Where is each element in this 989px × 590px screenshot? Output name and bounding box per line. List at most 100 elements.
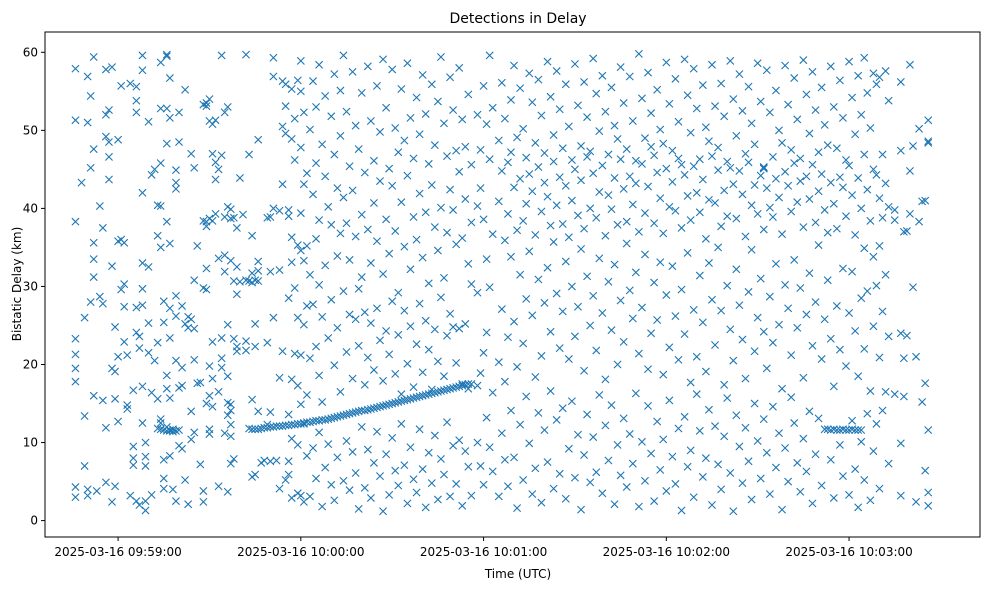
detection-marker [640, 209, 649, 218]
detection-marker [488, 103, 497, 112]
detection-marker [433, 357, 442, 366]
detection-marker [83, 485, 92, 494]
detection-marker [284, 457, 293, 466]
detection-marker [379, 401, 388, 410]
detection-marker [446, 73, 455, 82]
detection-marker [662, 58, 671, 67]
detection-marker [388, 433, 397, 442]
detection-marker [312, 234, 321, 243]
detection-marker [707, 501, 716, 509]
detection-marker [114, 352, 123, 361]
detection-marker [668, 452, 677, 461]
detection-marker [814, 187, 823, 196]
detection-marker [421, 208, 430, 217]
detection-marker [842, 212, 850, 221]
detection-marker [376, 127, 385, 136]
detection-marker [138, 66, 147, 75]
detection-marker [159, 484, 168, 493]
detection-marker [714, 460, 723, 469]
detection-marker [363, 405, 372, 414]
detection-marker [83, 491, 92, 500]
detection-marker [875, 194, 884, 203]
detection-marker [202, 99, 211, 108]
detection-marker [808, 67, 817, 76]
detection-marker [683, 462, 692, 471]
detection-marker [531, 464, 540, 473]
detection-marker [552, 201, 561, 210]
detection-marker [497, 166, 506, 175]
detection-marker [832, 301, 841, 310]
detection-marker [558, 144, 567, 153]
detection-marker [601, 421, 610, 430]
detection-marker [208, 402, 217, 411]
detection-marker [464, 384, 473, 393]
detection-marker [479, 480, 488, 489]
detection-marker [918, 397, 927, 406]
detection-marker [823, 425, 832, 434]
detection-marker [580, 224, 589, 233]
detection-marker [89, 238, 98, 247]
detection-marker [123, 405, 132, 413]
detection-marker [701, 454, 710, 463]
detection-marker [778, 230, 787, 239]
detection-marker [376, 402, 385, 411]
detection-marker [406, 113, 415, 122]
detection-marker [909, 283, 917, 292]
detection-marker [516, 270, 525, 279]
detection-marker [430, 141, 439, 150]
detection-marker [759, 415, 768, 424]
detection-marker [98, 223, 107, 232]
detection-marker [482, 120, 491, 129]
detection-marker [826, 334, 835, 343]
detection-marker [695, 155, 704, 164]
detection-marker [336, 229, 345, 238]
detection-marker [309, 444, 318, 453]
detection-marker [418, 368, 427, 377]
detection-marker [500, 114, 509, 123]
detection-marker [357, 88, 366, 97]
detection-marker [254, 276, 263, 285]
detection-marker [912, 352, 921, 361]
detection-marker [95, 202, 104, 211]
detection-marker [290, 114, 299, 123]
detection-marker [525, 69, 534, 78]
detection-marker [80, 412, 89, 421]
detection-marker [208, 374, 217, 383]
detection-marker [775, 126, 783, 135]
detection-marker [488, 467, 497, 476]
detection-marker [330, 361, 339, 370]
detection-marker [622, 217, 631, 226]
detection-marker [476, 369, 485, 378]
detection-marker [744, 82, 753, 91]
detection-marker [890, 390, 899, 399]
detection-marker [147, 170, 156, 179]
detection-marker [863, 409, 872, 418]
detection-marker [555, 344, 564, 353]
detection-marker [479, 215, 488, 224]
detection-marker [750, 140, 759, 149]
detection-marker [525, 247, 534, 256]
detection-marker [327, 480, 336, 489]
detection-marker [668, 146, 677, 155]
detection-marker [92, 486, 101, 495]
detection-marker [211, 209, 220, 218]
detection-marker [296, 491, 305, 500]
detection-marker [287, 375, 296, 384]
detection-marker [683, 248, 692, 257]
detection-marker [171, 178, 180, 187]
detection-marker [171, 166, 180, 175]
detection-marker [226, 214, 235, 223]
detection-marker [379, 507, 388, 516]
detection-marker [199, 497, 208, 506]
detection-marker [305, 354, 314, 363]
detection-marker [287, 84, 296, 93]
detection-marker [552, 415, 561, 424]
detection-marker [293, 440, 302, 449]
detection-marker [199, 216, 208, 225]
detection-marker [866, 216, 875, 225]
detection-marker [589, 54, 598, 63]
detection-marker [500, 236, 509, 245]
detection-marker [771, 259, 780, 268]
detection-marker [695, 271, 704, 280]
detection-marker [272, 422, 281, 431]
